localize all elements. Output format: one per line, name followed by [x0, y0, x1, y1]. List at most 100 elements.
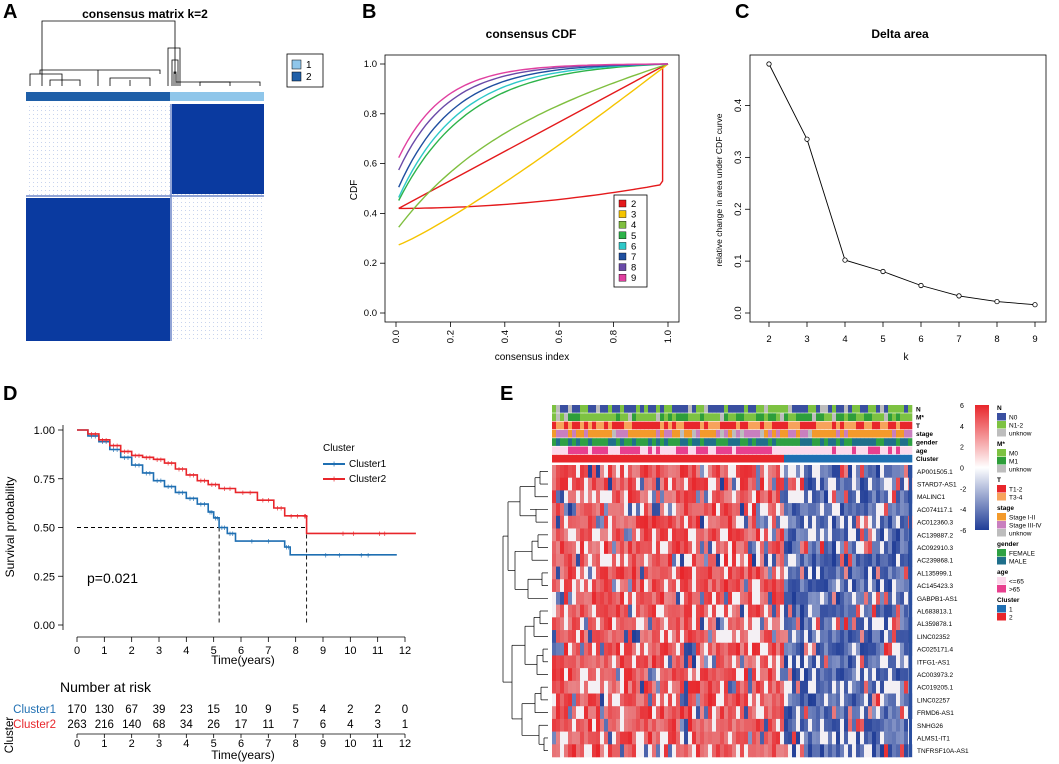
heat-cell: [772, 579, 777, 593]
censor-mark: +: [114, 441, 119, 451]
heat-cell: [768, 490, 773, 504]
heat-cell: [864, 630, 869, 644]
heat-cell: [724, 630, 729, 644]
heat-cell: [740, 553, 745, 567]
heat-cell: [832, 503, 837, 517]
heat-cell: [816, 591, 821, 605]
censor-mark: +: [382, 529, 387, 539]
heat-cell: [772, 655, 777, 669]
heat-cell: [572, 642, 577, 656]
annotation-cell: [836, 446, 841, 455]
heat-cell: [760, 477, 765, 491]
heat-cell: [688, 503, 693, 517]
annotation-cell: [820, 421, 825, 430]
annotation-cell: [840, 421, 845, 430]
heat-cell: [792, 630, 797, 644]
heat-cell: [896, 642, 901, 656]
heat-cell: [820, 655, 825, 669]
annotation-cell: [736, 413, 741, 421]
heat-cell: [776, 744, 781, 758]
heat-cell: [620, 744, 625, 758]
b-legend-label-6: 6: [631, 241, 636, 252]
heat-cell: [612, 477, 617, 491]
heat-cell: [600, 566, 605, 580]
heat-cell: [608, 490, 613, 504]
heat-cell: [724, 731, 729, 745]
heat-cell: [700, 668, 705, 682]
heat-cell: [900, 515, 905, 529]
heat-cell: [832, 731, 837, 745]
heat-cell: [808, 617, 813, 631]
heat-cell: [592, 553, 597, 567]
heat-cell: [772, 591, 777, 605]
heat-cell: [620, 553, 625, 567]
heat-cell: [732, 465, 737, 478]
heat-cell: [576, 718, 581, 732]
heat-cell: [760, 718, 765, 732]
b-legend-swatch-7: [618, 252, 627, 261]
heat-cell: [792, 617, 797, 631]
heat-cell: [780, 528, 785, 542]
heat-cell: [836, 553, 841, 567]
heat-cell: [660, 515, 665, 529]
heat-cell: [556, 718, 561, 732]
heat-cell: [744, 693, 749, 707]
annotation-cell: [612, 405, 617, 413]
heat-cell: [584, 566, 589, 580]
annotation-cell: [800, 438, 805, 446]
heat-cell: [624, 655, 629, 669]
annotation-cell: [596, 454, 601, 463]
panel-b-legend-box: [613, 194, 648, 288]
censor-mark: +: [158, 476, 163, 486]
annotation-cell: [628, 438, 633, 446]
colorbar: [975, 405, 989, 530]
heat-cell: [644, 604, 649, 618]
annotation-cell: [600, 413, 605, 421]
heat-cell: [704, 617, 709, 631]
heat-cell: [820, 490, 825, 504]
heat-cell: [744, 668, 749, 682]
heat-cell: [792, 528, 797, 542]
heat-cell: [596, 477, 601, 491]
heat-cell: [848, 541, 853, 555]
heat-cell: [696, 591, 701, 605]
heat-cell: [860, 604, 865, 618]
heat-cell: [848, 630, 853, 644]
annotation-cell: [772, 438, 777, 446]
heat-cell: [840, 642, 845, 656]
heat-cell: [672, 515, 677, 529]
annotation-cell: [788, 413, 793, 421]
heat-cell: [588, 541, 593, 555]
heat-cell: [748, 579, 753, 593]
heat-cell: [588, 604, 593, 618]
heat-cell: [644, 528, 649, 542]
heat-cell: [840, 528, 845, 542]
heat-cell: [768, 541, 773, 555]
panel-a-consensus-matrix: A consensus matrix k=2 1: [3, 1, 324, 341]
heat-cell: [676, 668, 681, 682]
heat-cell: [712, 541, 717, 555]
heat-cell: [636, 706, 641, 720]
heat-cell: [716, 553, 721, 567]
heat-cell: [748, 744, 753, 758]
heat-cell: [720, 668, 725, 682]
heat-cell: [632, 642, 637, 656]
heat-cell: [672, 528, 677, 542]
heat-cell: [720, 566, 725, 580]
annotation-cell: [600, 421, 605, 430]
heat-cell: [580, 566, 585, 580]
heat-cell: [740, 515, 745, 529]
heat-cell: [900, 630, 905, 644]
annotation-cell: [796, 454, 801, 463]
annotation-cell: [564, 438, 569, 446]
heat-cell: [648, 579, 653, 593]
heat-cell: [648, 630, 653, 644]
heat-cell: [632, 630, 637, 644]
censor-mark: +: [323, 550, 328, 560]
heat-cell: [560, 477, 565, 491]
annotation-cell: [696, 438, 701, 446]
c-xtick-label: 5: [880, 334, 885, 345]
heat-cell: [808, 604, 813, 618]
legend-item-label: 2: [1009, 615, 1013, 622]
heat-cell: [812, 503, 817, 517]
